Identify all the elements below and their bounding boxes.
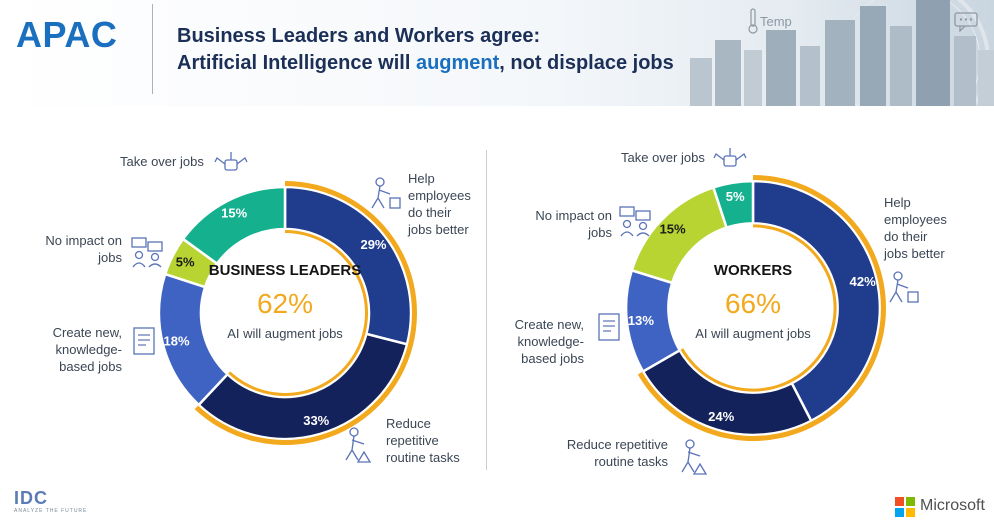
- donut-slice-label-4: 5%: [726, 189, 745, 204]
- workers-center-value: 66%: [724, 288, 782, 319]
- header-banner: APAC Business Leaders and Workers agree:…: [0, 0, 994, 106]
- donut-slice-label-0: 29%: [360, 237, 386, 252]
- donut-slice-label-2: 18%: [164, 333, 190, 348]
- weather-label: Temp: [760, 14, 792, 29]
- label-no-impact: No impact on jobs: [535, 208, 612, 240]
- donut-slice-1: [196, 332, 409, 441]
- header-divider: [152, 4, 153, 94]
- business-leaders-center-subtitle: AI will augment jobs: [227, 326, 343, 341]
- label-reduce-tasks: Reduce repetitive routine tasks: [386, 416, 460, 465]
- label-create-new-jobs: Create new, knowledge-based jobs: [52, 325, 122, 374]
- label-help-employees: Help employees do their jobs better: [408, 171, 471, 237]
- donut-slice-label-3: 5%: [176, 255, 195, 270]
- region-title: APAC: [16, 14, 118, 55]
- microsoft-logo-icon: [895, 497, 915, 517]
- donut-slice-4: [181, 185, 287, 266]
- chart-divider: [486, 150, 487, 470]
- headline-line-1: Business Leaders and Workers agree:: [177, 25, 541, 47]
- business-leaders-center-value: 62%: [256, 288, 314, 319]
- donut-slice-label-0: 42%: [850, 274, 877, 289]
- donut-slice-4: [711, 179, 755, 230]
- donut-slice-label-1: 33%: [303, 413, 329, 428]
- headline-line-2: Artificial Intelligence will augment, no…: [177, 52, 674, 74]
- label-reduce-tasks: Reduce repetitive routine tasks: [566, 437, 668, 469]
- city-skyline-image: [690, 0, 994, 106]
- idc-logo: IDC: [14, 488, 48, 508]
- label-take-over-jobs: Take over jobs: [120, 154, 204, 169]
- label-take-over-jobs: Take over jobs: [621, 150, 705, 165]
- robot-arms-icon: [713, 148, 747, 167]
- people-meeting-icon: [619, 206, 651, 237]
- thermometer-icon: [748, 8, 758, 34]
- chat-icon[interactable]: [954, 12, 978, 32]
- label-help-employees: Help employees do their jobs better: [884, 195, 947, 261]
- business-leaders-donut-chart: 29% 33% 18% 5% 15%: [157, 181, 417, 445]
- robot-arms-icon: [214, 152, 248, 171]
- donut-slice-label-1: 24%: [708, 409, 735, 424]
- donut-slice-label-2: 13%: [628, 313, 655, 328]
- document-icon: [133, 327, 155, 355]
- worker-lifting-icon: [345, 427, 372, 463]
- document-icon: [598, 313, 620, 341]
- headline-accent-word: augment: [415, 52, 500, 74]
- business-leaders-title: BUSINESS LEADERS: [208, 262, 362, 279]
- label-no-impact: No impact on jobs: [45, 233, 122, 265]
- idc-tagline: ANALYZE THE FUTURE: [14, 508, 88, 514]
- worker-pushing-icon: [371, 177, 401, 209]
- worker-lifting-icon: [681, 439, 708, 475]
- workers-center-subtitle: AI will augment jobs: [695, 326, 811, 341]
- donut-slice-label-4: 15%: [221, 206, 247, 221]
- donut-slice-label-3: 15%: [659, 221, 686, 236]
- label-create-new-jobs: Create new, knowledge-based jobs: [514, 317, 584, 366]
- workers-donut-chart: 42% 24% 13% 15% 5%: [624, 175, 886, 441]
- microsoft-wordmark: Microsoft: [920, 497, 985, 514]
- donut-slice-0: [751, 179, 882, 423]
- people-meeting-icon: [131, 237, 163, 268]
- workers-title: WORKERS: [713, 262, 793, 279]
- worker-pushing-icon: [889, 271, 919, 303]
